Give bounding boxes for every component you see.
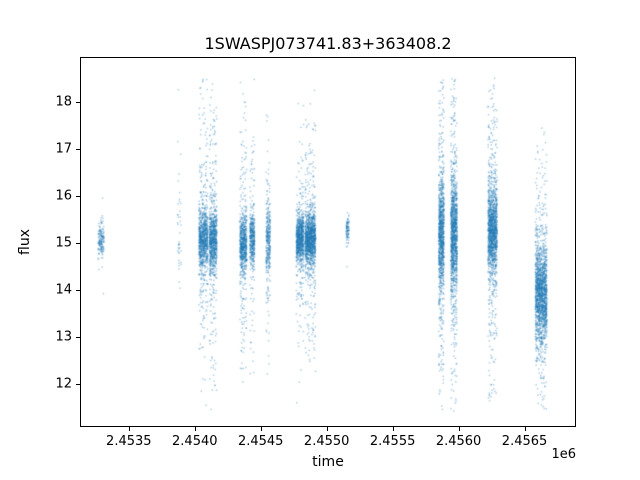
y-tick-mark xyxy=(76,384,80,386)
x-axis-offset-label: 1e6 xyxy=(551,447,576,462)
y-tick-label: 17 xyxy=(55,141,72,157)
y-tick-label: 16 xyxy=(55,188,72,204)
x-tick-label: 2.4560 xyxy=(435,434,482,449)
y-tick-label: 18 xyxy=(55,94,72,110)
x-tick-label: 2.4540 xyxy=(172,434,218,449)
scatter-canvas xyxy=(81,58,577,428)
x-axis-label: time xyxy=(312,454,344,470)
y-tick-label: 13 xyxy=(55,329,72,345)
x-tick-mark xyxy=(260,427,262,431)
x-tick-mark xyxy=(128,427,130,431)
y-tick-mark xyxy=(76,290,80,292)
x-tick-mark xyxy=(326,427,328,431)
y-tick-label: 14 xyxy=(55,282,72,298)
y-tick-label: 12 xyxy=(55,376,72,392)
x-tick-label: 2.4535 xyxy=(106,434,152,449)
x-tick-mark xyxy=(392,427,394,431)
x-tick-label: 2.4550 xyxy=(303,434,350,449)
y-tick-mark xyxy=(76,196,80,198)
x-tick-label: 2.4565 xyxy=(501,434,548,449)
x-tick-label: 2.4555 xyxy=(369,434,416,449)
x-tick-mark xyxy=(458,427,460,431)
y-tick-mark xyxy=(76,337,80,339)
y-tick-mark xyxy=(76,149,80,151)
x-tick-mark xyxy=(194,427,196,431)
y-tick-label: 15 xyxy=(55,235,72,251)
x-tick-label: 2.4545 xyxy=(237,434,284,449)
x-tick-mark xyxy=(524,427,526,431)
plot-area xyxy=(80,57,577,428)
y-tick-mark xyxy=(76,102,80,104)
y-tick-mark xyxy=(76,243,80,245)
chart-title: 1SWASPJ073741.83+363408.2 xyxy=(204,34,452,53)
